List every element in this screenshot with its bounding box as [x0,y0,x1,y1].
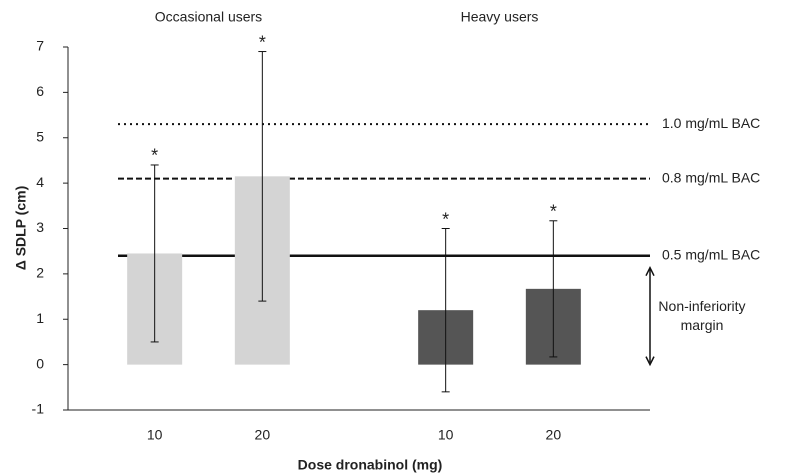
margin-label: margin [681,317,724,333]
y-tick-label: 6 [36,83,44,99]
reference-label: 1.0 mg/mL BAC [662,115,760,131]
significance-marker: * [259,32,266,52]
reference-label: 0.5 mg/mL BAC [662,246,760,262]
arrow-head [645,266,655,277]
y-tick-label: 7 [36,38,44,54]
y-tick-label: 1 [36,310,44,326]
group-label: Heavy users [461,9,539,25]
arrow-head [645,356,655,367]
y-tick-label: 0 [36,355,44,371]
y-tick-label: 5 [36,128,44,144]
x-tick-label: 10 [147,427,163,443]
x-tick-label: 10 [438,427,454,443]
margin-label: Non-inferiority [658,298,745,314]
significance-marker: * [550,202,557,222]
significance-marker: * [442,209,449,229]
group-label: Occasional users [155,9,262,25]
significance-marker: * [151,146,158,166]
y-axis-label: Δ SDLP (cm) [13,186,29,271]
y-tick-label: 2 [36,265,44,281]
y-tick-label: 4 [36,174,44,190]
y-tick-label: -1 [32,401,45,417]
reference-label: 0.8 mg/mL BAC [662,169,760,185]
x-axis-label: Dose dronabinol (mg) [298,457,443,473]
x-tick-label: 20 [255,427,271,443]
y-tick-label: 3 [36,219,44,235]
x-tick-label: 20 [546,427,562,443]
